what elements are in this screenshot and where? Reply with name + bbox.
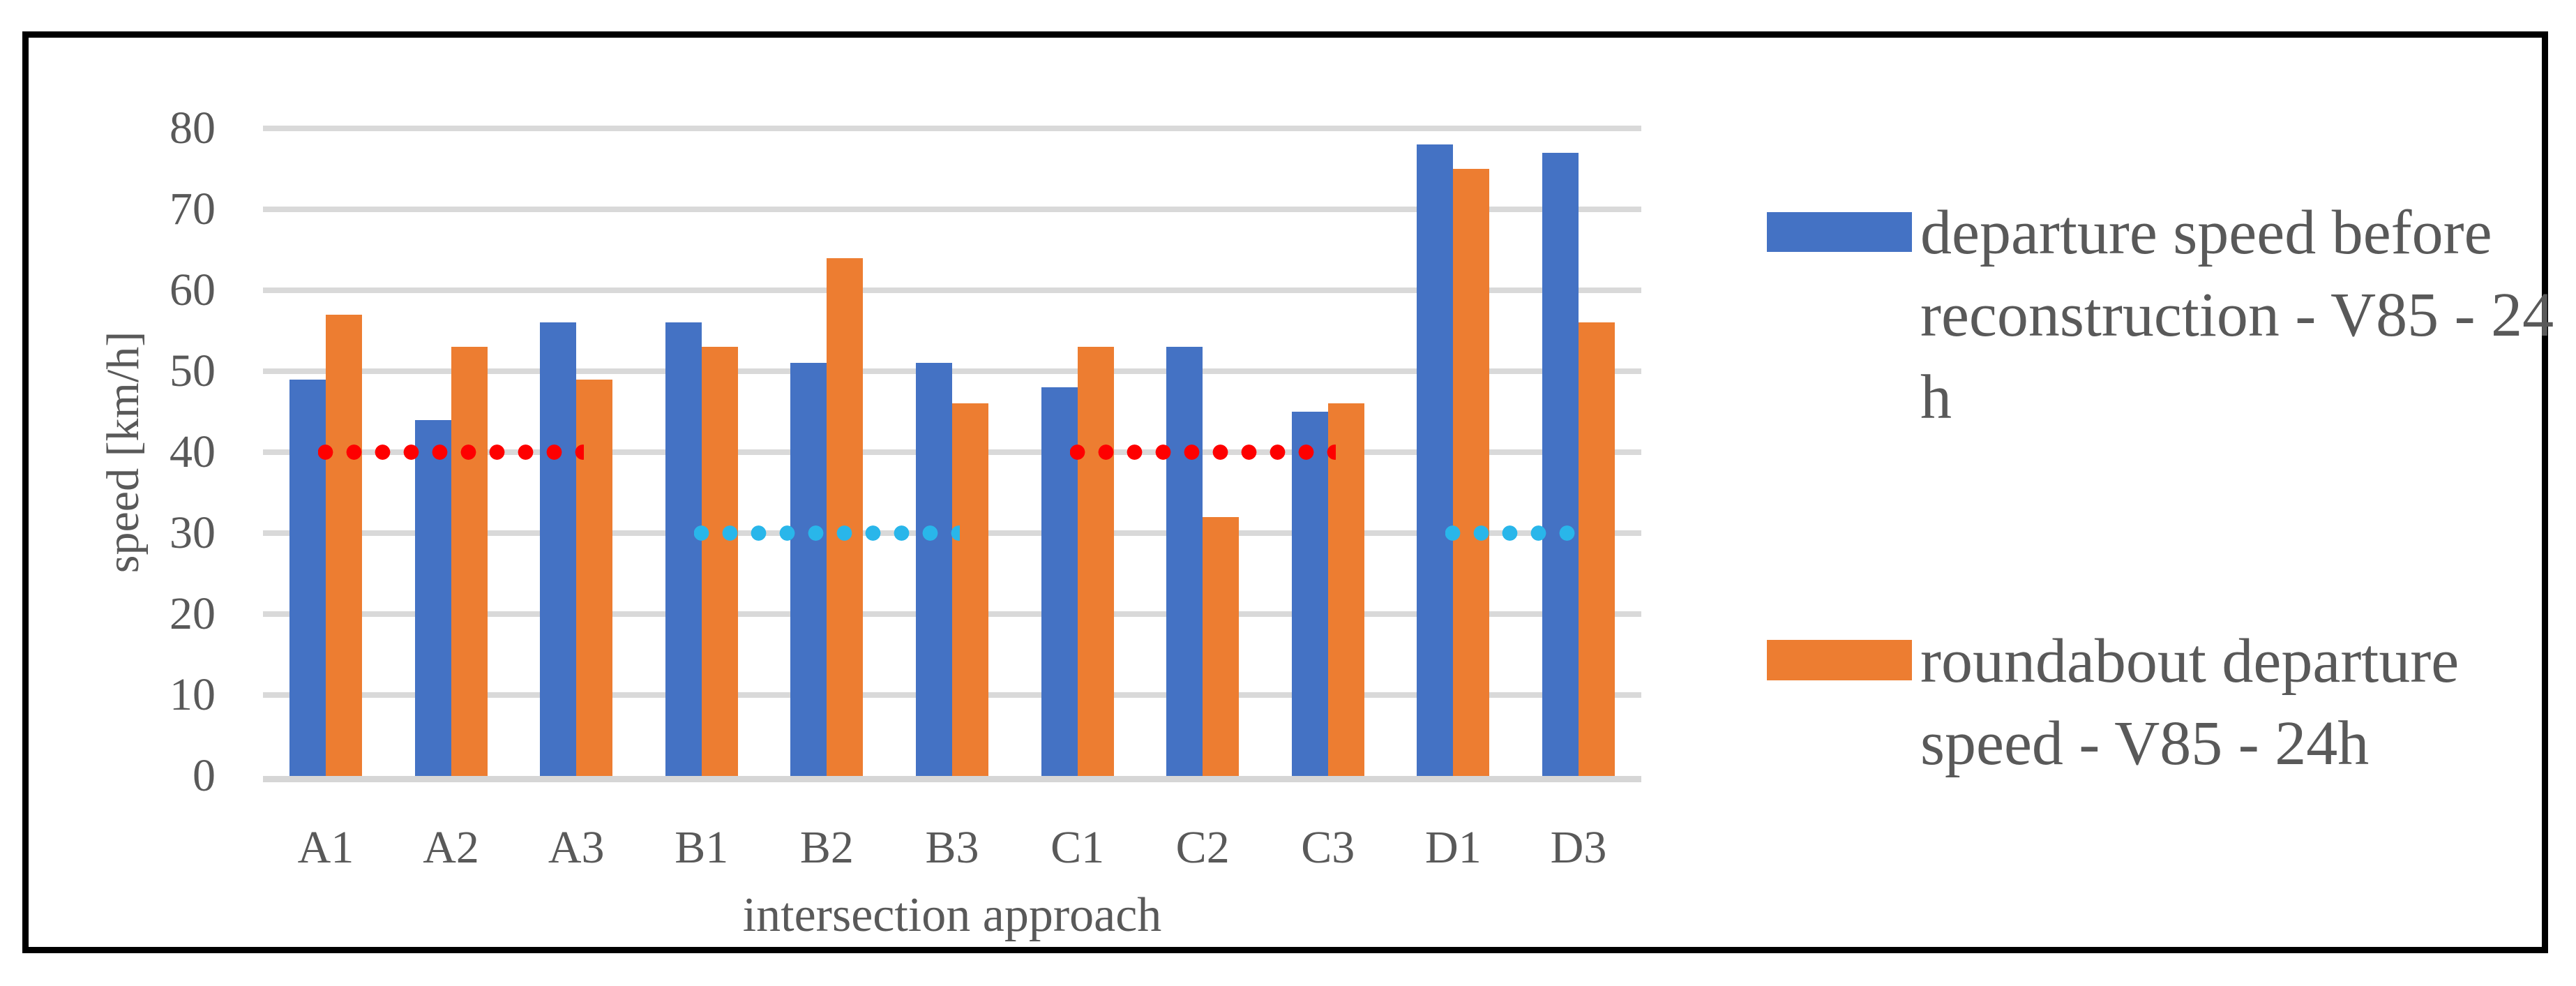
bar-B3-before <box>916 363 952 776</box>
bar-A3-roundabout <box>576 379 613 776</box>
bar-C2-roundabout <box>1203 516 1240 776</box>
bar-D3-roundabout <box>1579 322 1615 776</box>
bar-A2-before <box>414 419 451 776</box>
bar-D1-before <box>1417 144 1454 776</box>
bar-B2-before <box>790 363 827 776</box>
bar-D3-before <box>1542 152 1579 776</box>
bar-A1-roundabout <box>326 314 362 776</box>
gridline <box>263 126 1641 131</box>
y-tick-label: 60 <box>170 264 216 315</box>
x-axis-label-C2: C2 <box>1175 822 1230 873</box>
bar-D1-roundabout <box>1453 169 1490 776</box>
y-tick-label: 40 <box>170 426 216 477</box>
bar-B2-roundabout <box>827 257 864 776</box>
x-axis-label-C1: C1 <box>1050 822 1105 873</box>
bar-A2-roundabout <box>451 347 488 776</box>
legend-label-before-reconstruction: departure speed before reconstruction - … <box>1920 192 2576 439</box>
dotted-reference-line-40 <box>1069 445 1336 460</box>
legend-swatch-roundabout <box>1767 640 1912 680</box>
x-axis-label-B1: B1 <box>675 822 729 873</box>
x-axis-label-A3: A3 <box>548 822 605 873</box>
x-axis-label-C3: C3 <box>1301 822 1355 873</box>
bar-C2-before <box>1166 347 1203 776</box>
y-tick-label: 70 <box>170 184 216 234</box>
bar-B1-before <box>665 322 702 776</box>
bar-A3-before <box>540 322 577 776</box>
figure-border-frame: 0 10 20 30 40 50 60 70 80 A1 A2 A3 B1 B2 B3 C1 C2 C3 D1 D3 … <box>22 31 2554 953</box>
legend-label-line: roundabout departure <box>1920 627 2460 696</box>
dotted-reference-line-30 <box>693 525 960 541</box>
legend-label-line: reconstruction - V85 - 24 <box>1920 281 2554 350</box>
gridline <box>263 368 1641 374</box>
y-tick-label: 50 <box>170 345 216 396</box>
legend-label-line: departure speed before <box>1920 198 2492 267</box>
bar-C1-roundabout <box>1077 347 1114 776</box>
legend-label-roundabout: roundabout departure speed - V85 - 24h <box>1920 620 2576 785</box>
y-tick-label: 80 <box>170 103 216 154</box>
dotted-reference-line-40 <box>318 445 585 460</box>
y-tick-label: 10 <box>170 669 216 720</box>
legend-label-line: h <box>1920 363 1952 432</box>
x-axis-label-B3: B3 <box>925 822 979 873</box>
legend: departure speed before reconstruction - … <box>29 38 2554 947</box>
y-tick-label: 30 <box>170 507 216 558</box>
bar-C3-roundabout <box>1327 403 1364 776</box>
bar-chart: 0 10 20 30 40 50 60 70 80 A1 A2 A3 B1 B2 B3 C1 C2 C3 D1 D3 … <box>29 38 2554 947</box>
x-axis-label-D1: D1 <box>1425 822 1482 873</box>
x-axis-label-B2: B2 <box>799 822 854 873</box>
dotted-reference-line-30 <box>1445 525 1586 541</box>
x-axis-label-A1: A1 <box>297 822 354 873</box>
y-tick-label: 20 <box>170 588 216 639</box>
x-axis-line <box>263 776 1641 782</box>
x-axis-label-D3: D3 <box>1550 822 1607 873</box>
legend-swatch-before-reconstruction <box>1767 212 1912 252</box>
bar-C3-before <box>1291 412 1328 776</box>
x-axis-label-A2: A2 <box>423 822 479 873</box>
plot-area: 0 10 20 30 40 50 60 70 80 A1 A2 A3 B1 B2 B3 C1 C2 C3 D1 D3 <box>29 38 2542 947</box>
y-tick-label: 0 <box>193 750 216 801</box>
legend-label-line: speed - V85 - 24h <box>1920 709 2370 778</box>
bar-B1-roundabout <box>701 347 738 776</box>
gridline <box>263 287 1641 293</box>
x-axis-title: intersection approach <box>742 888 1162 942</box>
gridline <box>263 207 1641 212</box>
bar-B3-roundabout <box>952 403 988 776</box>
bar-A1-before <box>289 379 326 776</box>
